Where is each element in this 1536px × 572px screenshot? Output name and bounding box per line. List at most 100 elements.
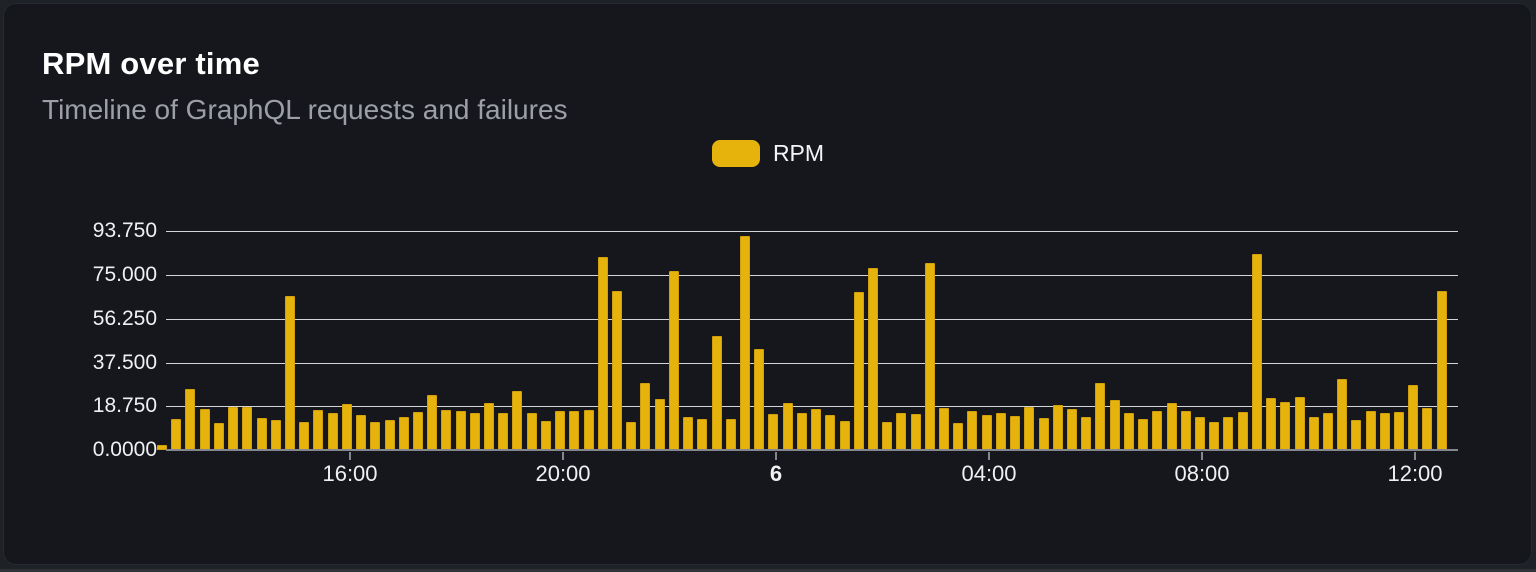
rpm-bar[interactable] [1123,413,1134,450]
rpm-bar[interactable] [896,413,907,450]
rpm-bar[interactable] [412,412,423,450]
rpm-bar[interactable] [839,421,850,450]
rpm-bar[interactable] [867,268,878,450]
rpm-bar[interactable] [299,422,310,450]
rpm-bar[interactable] [953,423,964,450]
rpm-bar[interactable] [924,263,935,450]
rpm-bar[interactable] [1365,411,1376,450]
rpm-bar[interactable] [1379,413,1390,450]
rpm-bar[interactable] [1280,402,1291,450]
rpm-bar[interactable] [427,395,438,450]
rpm-bar[interactable] [1067,409,1077,450]
rpm-bar[interactable] [995,413,1006,450]
rpm-bar[interactable] [1109,400,1120,450]
rpm-bar[interactable] [327,413,338,450]
gridline [166,406,1458,408]
rpm-bar[interactable] [526,413,537,450]
rpm-bar[interactable] [228,407,239,450]
rpm-bar[interactable] [725,419,736,450]
rpm-bar[interactable] [1294,397,1305,450]
rpm-bar[interactable] [697,419,708,450]
rpm-bar[interactable] [284,296,295,450]
rpm-bar[interactable] [1251,254,1262,450]
x-axis-label: 20:00 [535,461,591,486]
rpm-bar[interactable] [683,417,694,450]
rpm-bar[interactable] [256,418,267,450]
rpm-bar[interactable] [313,410,324,450]
rpm-bar[interactable] [1010,416,1021,450]
rpm-bar[interactable] [199,409,210,450]
rpm-bar[interactable] [1138,419,1149,450]
rpm-bar[interactable] [185,389,196,450]
rpm-bar[interactable] [1337,379,1348,450]
rpm-bar[interactable] [356,415,367,450]
rpm-bar[interactable] [1095,383,1106,450]
rpm-bar[interactable] [1351,420,1362,450]
rpm-bar[interactable] [1081,417,1092,450]
rpm-bar[interactable] [569,411,580,450]
rpm-bar[interactable] [597,257,608,450]
rpm-bar[interactable] [469,413,480,450]
rpm-bar[interactable] [1436,291,1447,450]
rpm-bar[interactable] [612,291,622,450]
page-bottom-edge [0,569,1536,572]
rpm-bar[interactable] [484,403,495,450]
rpm-bar[interactable] [498,413,509,450]
rpm-bar[interactable] [1166,403,1177,450]
rpm-bar[interactable] [1237,412,1248,450]
rpm-bar[interactable] [398,417,409,450]
rpm-bar[interactable] [1266,398,1277,450]
rpm-bar[interactable] [441,410,452,450]
rpm-bar[interactable] [1180,411,1191,450]
rpm-bar[interactable] [555,411,566,450]
gridline [166,362,1458,364]
rpm-bar[interactable] [654,399,665,450]
rpm-bar[interactable] [341,404,352,450]
rpm-bar[interactable] [668,271,679,450]
rpm-bar[interactable] [782,403,793,450]
rpm-bar[interactable] [1422,408,1433,450]
rpm-bar[interactable] [626,422,637,450]
rpm-bar[interactable] [1308,417,1319,450]
rpm-bar[interactable] [370,422,381,450]
rpm-bar[interactable] [157,445,167,450]
rpm-bar[interactable] [1194,417,1205,450]
rpm-bar[interactable] [910,414,921,450]
rpm-bar[interactable] [1223,417,1234,450]
rpm-bar[interactable] [512,391,523,450]
rpm-bar[interactable] [825,415,836,450]
rpm-bar[interactable] [1394,412,1405,450]
rpm-bar[interactable] [739,236,750,450]
x-axis-tick [1201,452,1203,460]
rpm-bar[interactable] [1024,407,1035,450]
rpm-bar[interactable] [171,419,182,450]
rpm-bar[interactable] [1152,411,1163,450]
rpm-bar[interactable] [1209,422,1220,450]
rpm-bar[interactable] [981,415,992,450]
rpm-bar[interactable] [939,408,950,450]
rpm-bar[interactable] [640,383,651,450]
rpm-bar[interactable] [711,336,722,450]
rpm-bar[interactable] [1322,413,1333,450]
rpm-bar[interactable] [1408,385,1419,450]
rpm-bar[interactable] [455,411,466,450]
rpm-bar[interactable] [270,420,281,450]
rpm-bar[interactable] [242,407,253,450]
y-axis-label: 93.750 [92,219,157,243]
rpm-bar[interactable] [213,423,224,450]
rpm-bar[interactable] [754,349,765,450]
rpm-bar[interactable] [1038,418,1049,450]
rpm-bar[interactable] [583,410,594,450]
legend-item-rpm[interactable]: RPM [711,140,824,167]
rpm-bar[interactable] [811,409,822,450]
rpm-bar[interactable] [853,292,864,450]
rpm-bar[interactable] [1052,405,1063,450]
rpm-bar[interactable] [768,414,779,450]
rpm-bar[interactable] [796,413,807,450]
rpm-bar[interactable] [540,421,551,450]
rpm-bar[interactable] [967,411,978,450]
rpm-bar[interactable] [882,422,893,450]
y-axis-label: 18.750 [92,394,157,418]
rpm-bar[interactable] [384,420,395,450]
x-axis-tick [1414,452,1416,460]
